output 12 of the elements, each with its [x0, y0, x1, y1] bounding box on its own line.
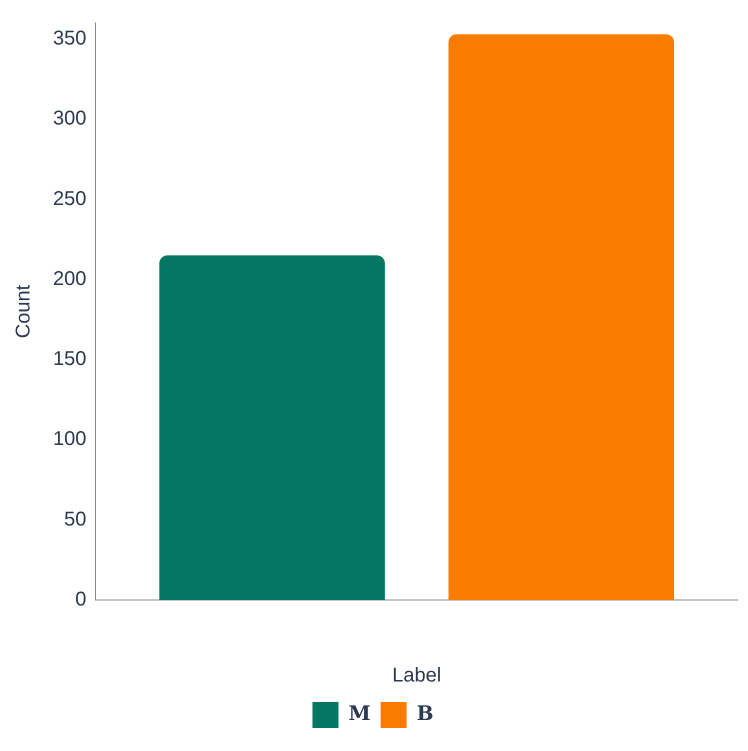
y-tick-label: 350	[52, 28, 86, 50]
y-axis-title: Count	[12, 284, 35, 338]
y-tick-label: 100	[52, 428, 86, 450]
y-tick-label: 200	[52, 268, 86, 290]
y-tick-label: 250	[52, 188, 86, 210]
y-tick-label: 150	[52, 348, 86, 370]
y-tick-label: 0	[75, 588, 86, 611]
legend-label: M	[348, 701, 371, 726]
y-tick-label: 300	[52, 108, 86, 130]
y-tick-label: 50	[64, 508, 86, 530]
x-axis-title: Label	[392, 664, 442, 687]
legend-label: B	[416, 701, 434, 726]
